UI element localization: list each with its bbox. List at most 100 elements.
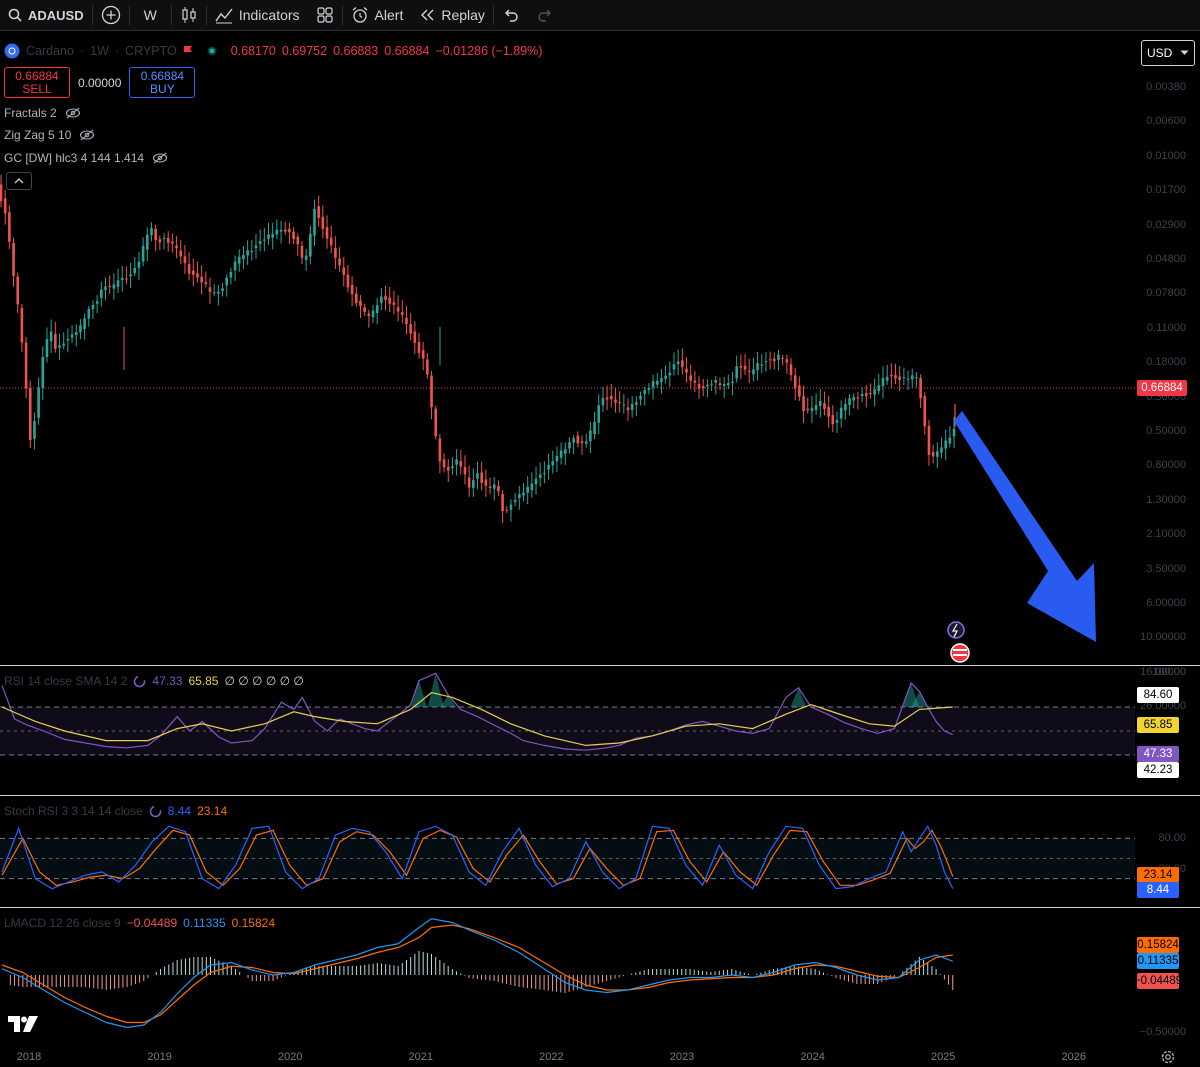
candle-body xyxy=(614,399,617,403)
interval-button[interactable]: W xyxy=(143,7,157,23)
time-axis[interactable] xyxy=(0,1044,1200,1067)
stoch-d-value: 23.14 xyxy=(197,804,228,818)
candle-body xyxy=(773,358,776,362)
candle-body xyxy=(200,276,203,283)
plus-circle-icon xyxy=(101,5,120,25)
stoch-k-value: 8.44 xyxy=(167,804,192,818)
candle-body xyxy=(392,302,396,305)
settings-gear-icon[interactable] xyxy=(1160,1049,1176,1065)
rewind-icon xyxy=(421,9,434,21)
candle-body xyxy=(8,212,11,242)
stoch-tick-label: 80.00 xyxy=(1158,832,1186,845)
candle-body xyxy=(488,486,492,489)
price-chart[interactable] xyxy=(0,35,1135,665)
candle-body xyxy=(116,280,120,287)
down-arrow-annotation xyxy=(954,411,1096,642)
candle-body xyxy=(910,375,914,380)
compare-button[interactable] xyxy=(93,0,129,31)
pane-divider[interactable] xyxy=(0,907,1200,908)
buy-label: BUY xyxy=(150,81,175,96)
candle-body xyxy=(810,407,814,412)
candle-body xyxy=(283,229,287,232)
candle-body xyxy=(325,227,329,239)
candle-body xyxy=(0,184,3,202)
rsi-pane[interactable] xyxy=(0,666,1135,794)
price-tick-label: 16.00000 xyxy=(1140,665,1186,678)
chart-type-button[interactable] xyxy=(172,0,206,31)
price-tick-label: 0.01000 xyxy=(1146,149,1186,162)
candle-body xyxy=(375,305,379,313)
macd-legend[interactable]: LMACD 12 26 close 9 −0.04489 0.11335 0.1… xyxy=(4,916,275,930)
time-tick-label: 2025 xyxy=(930,1051,956,1063)
redo-button[interactable] xyxy=(528,0,562,31)
legend-separator: · xyxy=(114,44,120,58)
symbol-legend: Cardano · 1W · CRYPTO 0.68170 0.69752 0.… xyxy=(4,40,542,62)
rsi-overbought-fill xyxy=(411,680,427,707)
spread-value: 0.00000 xyxy=(78,75,122,90)
candle-body xyxy=(576,435,580,444)
candle-body xyxy=(559,450,563,458)
earnings-event-icon xyxy=(947,621,965,639)
indicators-button[interactable]: Indicators xyxy=(207,0,308,31)
chevron-down-icon xyxy=(1180,50,1189,55)
macd-axis[interactable]: −0.50000 xyxy=(1135,908,1200,1044)
candle-body xyxy=(62,343,65,346)
candle-body xyxy=(367,313,371,316)
tradingview-logo-icon[interactable] xyxy=(8,1016,38,1032)
indicator-gc[interactable]: GC [DW] hlc3 4 144 1.414 xyxy=(4,151,168,165)
eye-off-icon[interactable] xyxy=(65,107,81,119)
candle-body xyxy=(860,393,864,397)
sell-button[interactable]: 0.66884 SELL xyxy=(4,67,70,98)
candle-body xyxy=(438,438,442,462)
candle-body xyxy=(647,387,651,391)
eye-off-icon[interactable] xyxy=(152,152,168,164)
stoch-legend[interactable]: Stoch RSI 3 3 14 14 close 8.44 23.14 xyxy=(4,804,227,818)
candle-body xyxy=(221,288,224,292)
indicator-zigzag[interactable]: Zig Zag 5 10 xyxy=(4,128,95,142)
candle-body xyxy=(70,334,74,338)
rsi-value-label: 84.60 xyxy=(1137,687,1179,703)
candle-body xyxy=(952,428,956,437)
candle-body xyxy=(275,229,279,235)
candles-icon xyxy=(182,7,196,23)
candle-body xyxy=(129,274,132,277)
currency-select[interactable]: USD xyxy=(1141,40,1195,66)
candle-body xyxy=(839,407,843,419)
layouts-button[interactable] xyxy=(308,0,342,31)
stoch-rsi-pane[interactable] xyxy=(0,796,1135,907)
candle-body xyxy=(881,377,885,387)
macd-pane[interactable] xyxy=(0,908,1135,1044)
grid-icon xyxy=(316,7,333,23)
candle-body xyxy=(589,430,592,442)
candle-body xyxy=(731,381,734,384)
candle-body xyxy=(108,285,111,287)
candle-body xyxy=(764,361,768,363)
candle-body xyxy=(844,404,847,411)
legend-symbol-name: Cardano xyxy=(26,44,74,58)
candle-body xyxy=(371,310,375,318)
pane-divider[interactable] xyxy=(0,665,1200,666)
candle-body xyxy=(630,403,634,410)
alert-button[interactable]: Alert xyxy=(343,0,412,31)
alarm-clock-icon xyxy=(352,7,367,23)
candle-body xyxy=(743,365,747,370)
eye-off-icon[interactable] xyxy=(79,129,95,141)
toolbar-divider xyxy=(128,5,130,25)
price-axis[interactable]: 0.00380 0.00600 0.01000 0.01700 0.02900 0.048… xyxy=(1135,35,1200,712)
indicator-fractals[interactable]: Fractals 2 xyxy=(4,106,81,120)
macd-hist-value: −0.04489 xyxy=(126,916,178,930)
candle-body xyxy=(530,483,534,491)
time-tick-label: 2018 xyxy=(16,1051,42,1063)
pane-divider[interactable] xyxy=(0,795,1200,796)
replay-button[interactable]: Replay xyxy=(411,0,493,31)
rsi-axis[interactable]: 100.00 xyxy=(1135,666,1200,794)
rsi-legend[interactable]: RSI 14 close SMA 14 2 47.33 65.85 ∅ ∅ ∅ … xyxy=(4,674,304,688)
candle-body xyxy=(263,239,266,241)
buy-button[interactable]: 0.66884 BUY xyxy=(129,67,196,98)
symbol-search[interactable]: ADAUSD xyxy=(0,0,92,31)
candle-body xyxy=(329,237,333,246)
candle-body xyxy=(363,307,366,312)
collapse-legend-button[interactable] xyxy=(6,172,32,190)
undo-button[interactable] xyxy=(494,0,528,31)
time-tick-label: 2023 xyxy=(669,1051,695,1063)
